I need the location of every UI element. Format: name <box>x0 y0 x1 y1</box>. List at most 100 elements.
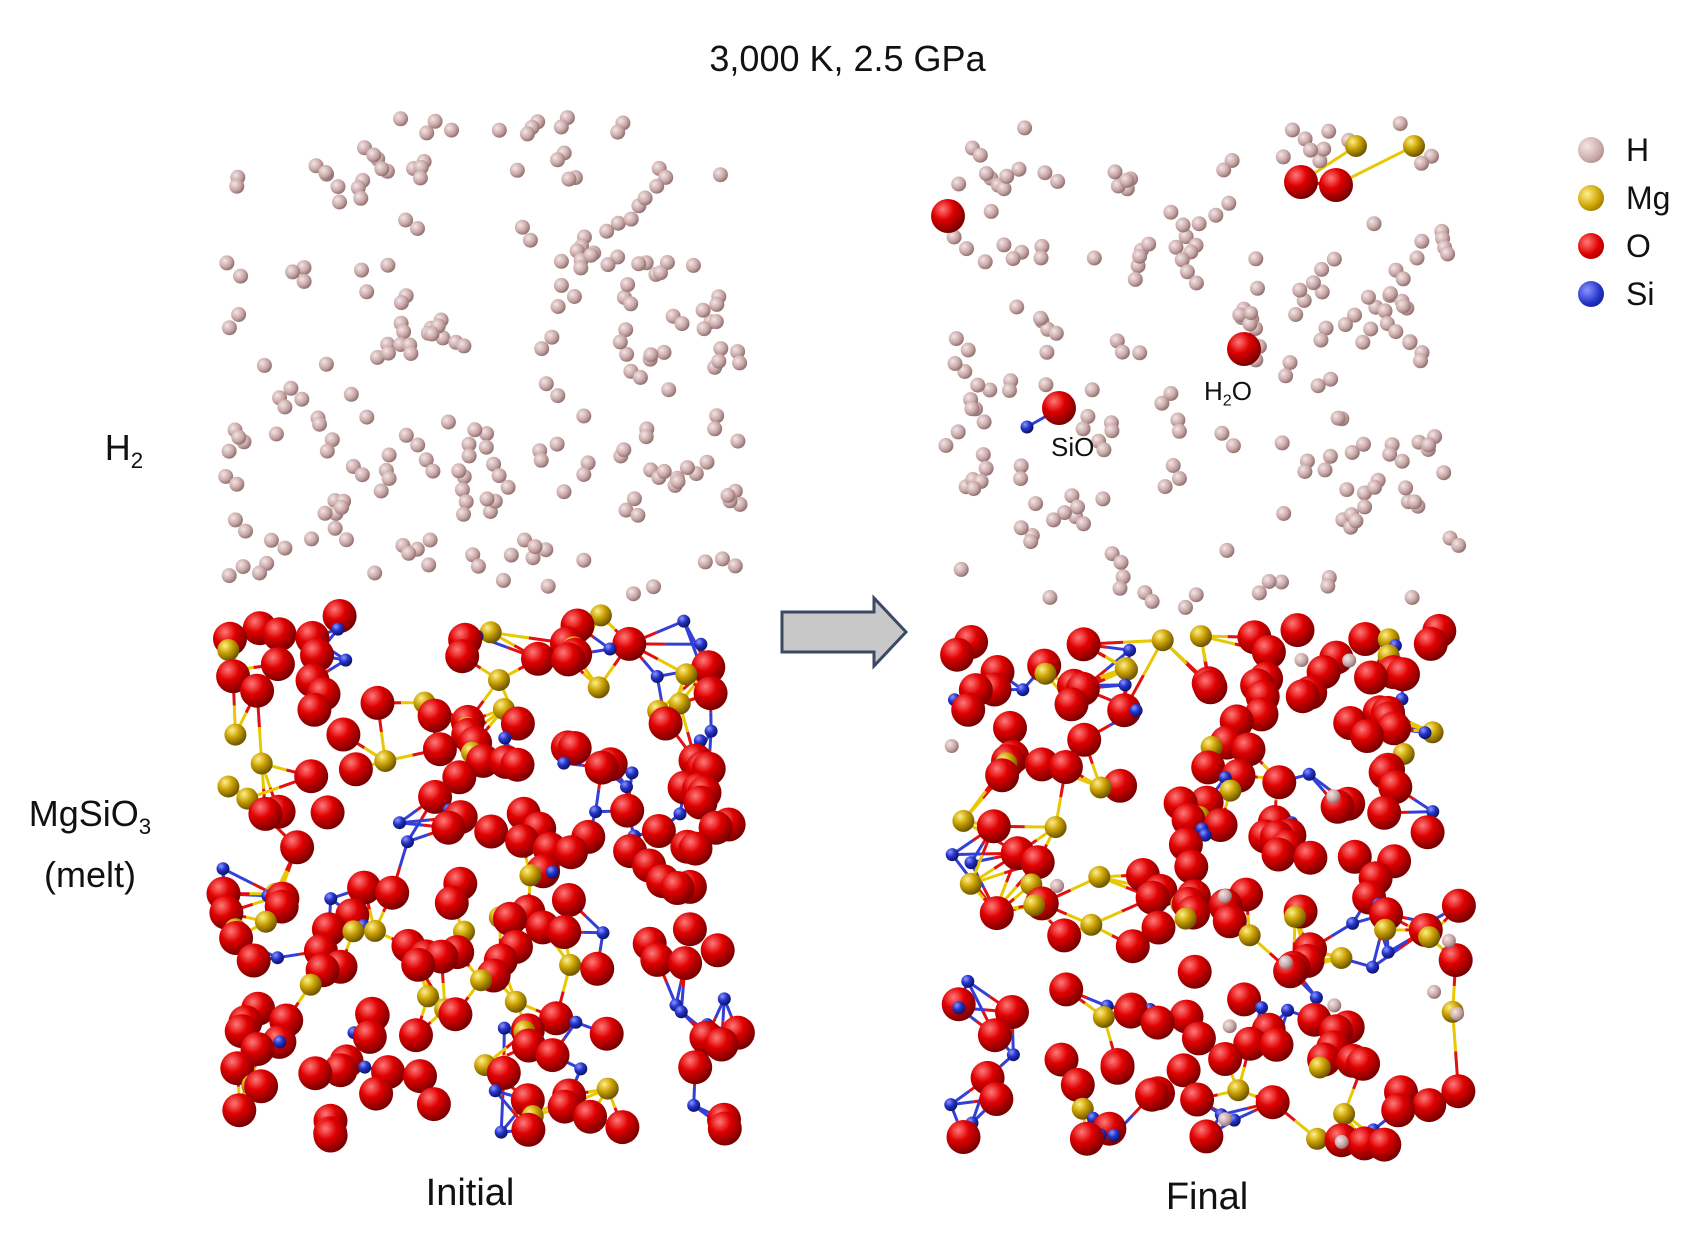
oxygen-atom <box>1174 849 1209 884</box>
hydrogen-atom <box>233 268 249 284</box>
hydrogen-atom <box>1225 438 1241 454</box>
hydrogen-atom <box>398 427 414 443</box>
hydrogen-atom <box>631 256 647 272</box>
oxygen-atom <box>492 901 527 936</box>
silicon-atom <box>1107 1128 1121 1142</box>
hydrogen-atom <box>1274 435 1290 451</box>
legend-item-mg: Mg <box>1578 174 1670 222</box>
hydrogen-atom <box>1421 437 1437 453</box>
oxygen-atom <box>612 626 647 661</box>
oxygen-atom <box>1412 1088 1447 1123</box>
legend-label-h: H <box>1626 131 1650 168</box>
silicon-atom <box>673 807 687 821</box>
hydrogen-atom <box>318 165 334 180</box>
hydrogen-atom <box>649 178 665 194</box>
oxygen-atom <box>977 1018 1012 1053</box>
hydrogen-atom <box>619 346 635 362</box>
oxygen-atom <box>1319 168 1353 202</box>
magnesium-atom <box>1330 947 1353 969</box>
hydrogen-atom <box>1377 303 1393 319</box>
hydrogen-atom <box>403 346 419 361</box>
hydrogen-atom <box>1188 587 1204 603</box>
oxygen-atom <box>434 885 469 920</box>
magnesium-atom <box>1345 135 1367 157</box>
silicon-atom <box>1281 1003 1295 1017</box>
hydrogen-atom <box>256 357 272 373</box>
hydrogen-atom <box>576 552 592 568</box>
hydrogen-atom <box>1219 542 1235 558</box>
hydrogen-atom <box>947 356 963 371</box>
hydrogen-atom <box>319 443 335 459</box>
hydrogen-atom <box>252 565 267 581</box>
hydrogen-atom <box>381 447 397 463</box>
final-structure <box>931 116 1476 1162</box>
hydrogen-atom <box>486 456 502 472</box>
oxygen-atom <box>1348 622 1383 656</box>
hydrogen-atom <box>380 257 396 273</box>
hydrogen-atom <box>440 414 456 430</box>
hydrogen-atom <box>1208 207 1224 223</box>
hydrogen-atom <box>983 203 999 219</box>
hydrogen-atom <box>327 520 343 536</box>
hydrogen-atom <box>1076 516 1091 532</box>
silicon-atom <box>952 1001 966 1015</box>
hydrogen-atom <box>1323 371 1339 387</box>
hydrogen-atom <box>268 426 284 442</box>
hydrogen-atom <box>491 468 507 484</box>
hydrogen-atom <box>514 219 530 235</box>
oxygen-atom <box>1020 845 1055 880</box>
oxygen-atom <box>1100 1050 1135 1085</box>
hydrogen-atom <box>1388 324 1404 340</box>
hydrogen-atom <box>1107 164 1123 180</box>
hydrogen-atom <box>519 126 535 142</box>
hydrogen-atom <box>610 124 626 140</box>
hydrogen-atom <box>461 436 477 452</box>
hydrogen-atom <box>623 211 639 227</box>
oxygen-atom <box>979 896 1014 931</box>
oxygen-atom <box>1259 1027 1294 1062</box>
hydrogen-atom <box>334 499 350 515</box>
oxygen-atom <box>1293 840 1328 875</box>
hydrogen-atom <box>421 557 437 573</box>
hydrogen-atom <box>1382 286 1398 302</box>
oxygen-atom <box>298 1056 333 1091</box>
magnesium-atom <box>299 973 322 996</box>
hydrogen-atom <box>696 321 712 337</box>
hydrogen-atom <box>527 539 543 555</box>
hydrogen-atom <box>553 277 569 293</box>
oxygen-atom <box>1255 1085 1290 1120</box>
oxygen-atom <box>1346 1046 1381 1081</box>
hydrogen-atom <box>478 439 494 455</box>
hydrogen-atom <box>458 494 474 510</box>
hydrogen-atom <box>373 483 389 499</box>
hydrogen-atom <box>277 399 293 415</box>
oxygen-atom <box>1208 1042 1243 1076</box>
silicon-atom <box>944 1098 958 1112</box>
legend-item-o: O <box>1578 222 1670 270</box>
hydrogen-atom <box>1312 153 1328 169</box>
hydrogen-atom <box>393 111 409 127</box>
oxygen-atom <box>1261 837 1296 872</box>
hydrogen-atom <box>1165 458 1181 473</box>
hydrogen-atom <box>1005 251 1021 267</box>
oxygen-atom <box>1181 1021 1216 1056</box>
oxygen-atom <box>399 1018 433 1053</box>
hydrogen-atom <box>544 329 560 345</box>
oxygen-atom <box>551 883 586 917</box>
hydrogen-atom <box>638 429 654 445</box>
hydrogen-atom <box>1232 307 1248 323</box>
oxygen-atom <box>1066 627 1101 662</box>
hydrogen-atom <box>938 438 954 453</box>
oxygen-atom <box>260 647 295 682</box>
oxygen-atom <box>678 831 713 866</box>
hydrogen-atom <box>410 221 425 236</box>
hydrogen-atom <box>366 147 382 163</box>
hydrogen-atom <box>229 476 245 492</box>
hydrogen-atom <box>1042 590 1058 605</box>
oxygen-atom <box>1166 1053 1201 1088</box>
hydrogen-atom <box>424 326 440 342</box>
silicon-atom <box>717 992 731 1006</box>
hydrogen-atom <box>330 179 346 195</box>
hydrogen-atom <box>1221 195 1237 211</box>
hydrogen-atom <box>1367 479 1382 495</box>
